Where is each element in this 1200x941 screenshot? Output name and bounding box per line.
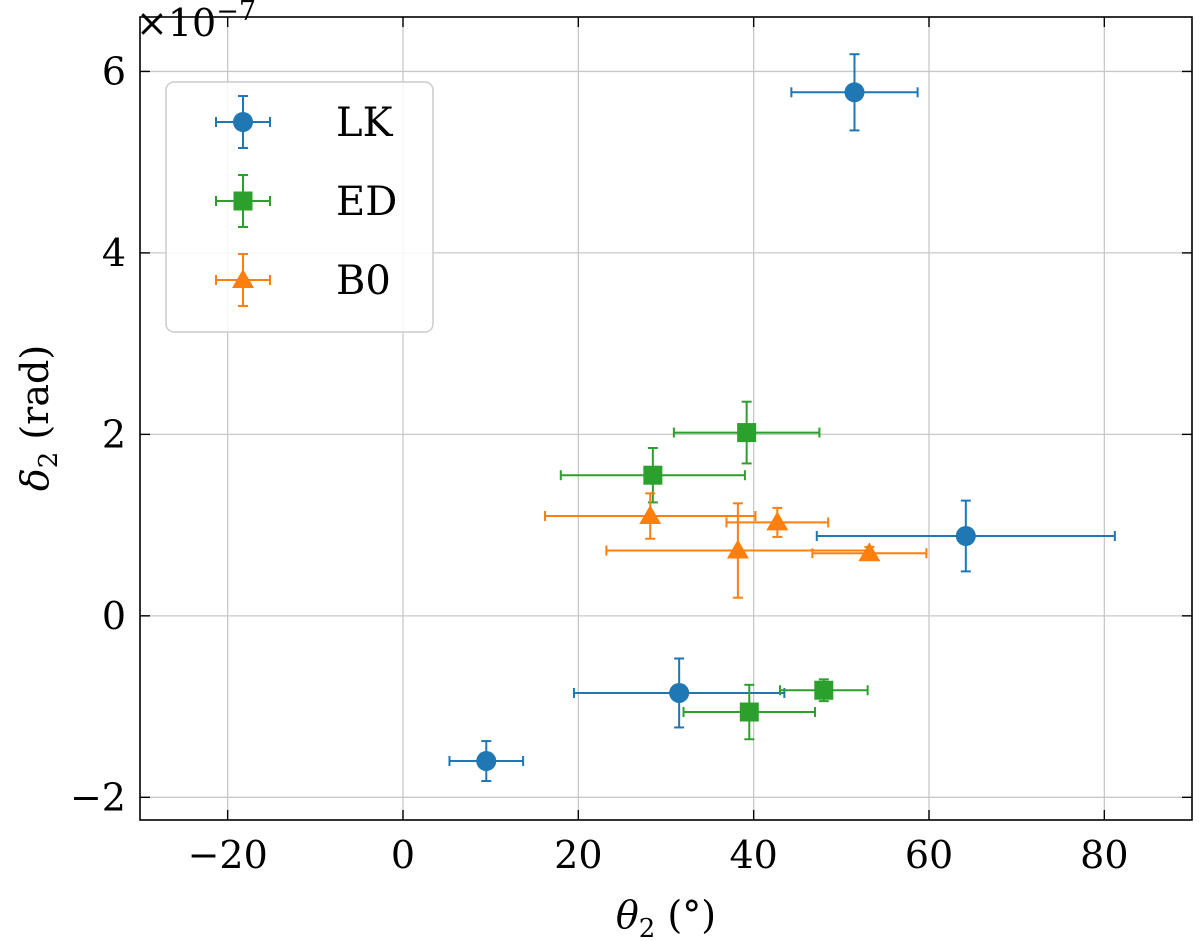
legend-entry-B0: B0 [215,253,391,307]
legend-label: ED [336,179,397,225]
series-LK [448,53,1116,782]
data-point [790,53,919,132]
x-tick-label: 20 [554,833,602,877]
circle-marker [844,82,865,103]
series-ED [559,400,869,741]
x-tick-label: 0 [391,833,415,877]
legend-label: B0 [336,258,391,304]
y-axis-label: δ2 (rad) [13,345,64,491]
data-point [448,740,525,782]
y-tick-label: 4 [102,231,126,275]
legend-entry-ED: ED [215,174,397,228]
y-exponent-label: ×10−7 [136,0,256,45]
data-point [544,492,757,540]
legend: LK ED B0 [165,81,434,333]
triangle-marker [858,542,881,562]
circle-marker [669,682,690,703]
square-marker [814,680,834,700]
legend-entry-LK: LK [215,95,394,149]
circle-marker [476,751,497,772]
circle-marker [955,526,976,547]
data-point [605,502,871,599]
x-tick-label: −20 [188,833,268,877]
legend-square-marker [233,191,253,211]
plot-frame [139,16,1193,821]
y-tick-label: 2 [102,412,126,456]
x-tick-label: 80 [1080,833,1128,877]
legend-circle-marker [233,112,253,132]
series-B0 [544,492,928,599]
square-marker [739,702,759,722]
legend-box [165,81,434,333]
y-tick-label: −2 [70,775,126,819]
triangle-marker [726,539,749,559]
legend-label: LK [336,100,394,146]
triangle-marker [639,505,662,525]
x-axis-label: θ2 (°) [616,893,716,941]
data-point [778,678,869,703]
data-point [815,499,1116,573]
square-marker [737,423,757,443]
legend-triangle-marker [232,269,254,288]
data-point [811,542,928,562]
data-layer [448,53,1116,782]
x-tick-label: 40 [729,833,777,877]
y-tick-label: 0 [102,594,126,638]
data-point [725,506,830,538]
square-marker [643,465,663,485]
data-point [682,683,817,741]
y-tick-label: 6 [102,49,126,93]
triangle-marker [766,511,789,531]
x-tick-label: 60 [905,833,953,877]
data-point [672,400,821,465]
